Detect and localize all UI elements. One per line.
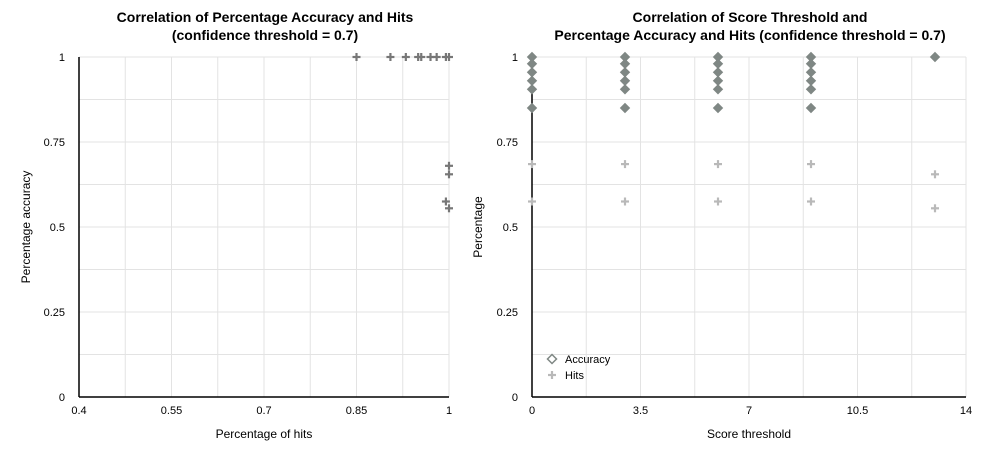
data-point-hits [621, 160, 629, 169]
data-point-hits [931, 170, 939, 179]
x-tick-label: 0.7 [256, 405, 271, 417]
data-point-accuracy [526, 75, 538, 87]
data-point-series0 [401, 53, 410, 61]
y-tick-label: 0.5 [503, 222, 518, 234]
data-point-accuracy [526, 102, 538, 114]
x-tick-label: 0 [529, 405, 535, 417]
data-point-hits [931, 204, 939, 213]
data-point-accuracy [805, 58, 817, 70]
data-point-accuracy [712, 58, 724, 70]
data-point-series0 [432, 53, 441, 61]
data-point-accuracy [619, 102, 631, 114]
y-tick-label: 0 [59, 392, 65, 404]
y-tick-label: 0 [512, 392, 518, 404]
y-tick-label: 0.25 [497, 307, 518, 319]
data-point-hits [528, 197, 536, 206]
data-point-accuracy [805, 75, 817, 87]
data-point-hits [714, 160, 722, 169]
y-tick-label: 0.5 [50, 222, 65, 234]
data-point-hits [714, 197, 722, 206]
data-point-accuracy [805, 102, 817, 114]
x-tick-label: 10.5 [847, 405, 868, 417]
x-tick-label: 7 [746, 405, 752, 417]
legend-marker-hits [548, 371, 556, 379]
data-point-accuracy [526, 84, 538, 95]
data-point-hits [807, 197, 815, 206]
legend-label-hits: Hits [565, 370, 584, 382]
y-tick-label: 1 [59, 52, 65, 64]
data-point-series0 [445, 204, 453, 213]
data-point-series0 [441, 197, 450, 206]
data-point-accuracy [712, 84, 724, 95]
y-tick-label: 1 [512, 52, 518, 64]
data-point-accuracy [712, 67, 724, 78]
data-point-accuracy [619, 67, 631, 78]
y-tick-label: 0.75 [497, 137, 518, 149]
x-tick-label: 0.55 [161, 405, 182, 417]
y-axis-label: Percentage accuracy [19, 171, 33, 284]
y-tick-label: 0.25 [44, 307, 65, 319]
data-point-accuracy [526, 67, 538, 78]
x-tick-label: 0.85 [346, 405, 367, 417]
data-point-accuracy [712, 102, 724, 114]
x-tick-label: 0.4 [71, 405, 86, 417]
legend-label-accuracy: Accuracy [565, 354, 611, 366]
x-axis-label: Score threshold [707, 427, 791, 441]
data-point-hits [807, 160, 815, 169]
y-tick-label: 0.75 [44, 137, 65, 149]
data-point-accuracy [526, 58, 538, 70]
x-axis-label: Percentage of hits [216, 427, 313, 441]
chart-title-left: Correlation of Percentage Accuracy and H… [116, 9, 414, 43]
x-tick-label: 3.5 [633, 405, 648, 417]
data-point-accuracy [619, 84, 631, 95]
x-tick-label: 14 [960, 405, 972, 417]
data-point-series0 [352, 53, 361, 61]
data-point-accuracy [805, 67, 817, 78]
data-point-accuracy [619, 75, 631, 87]
data-point-hits [621, 197, 629, 206]
data-point-series0 [445, 53, 453, 61]
data-point-series0 [445, 170, 453, 179]
legend-marker-accuracy [546, 353, 558, 365]
data-point-series0 [417, 53, 426, 61]
data-point-accuracy [805, 84, 817, 95]
y-axis-label: Percentage [471, 196, 485, 258]
x-tick-label: 1 [446, 405, 452, 417]
data-point-series0 [386, 53, 395, 61]
data-point-hits [528, 160, 536, 169]
data-point-accuracy [929, 51, 941, 63]
data-point-accuracy [712, 75, 724, 87]
data-point-accuracy [619, 58, 631, 70]
data-point-series0 [445, 161, 453, 170]
chart-title-right: Correlation of Score Threshold and Perce… [554, 9, 946, 43]
